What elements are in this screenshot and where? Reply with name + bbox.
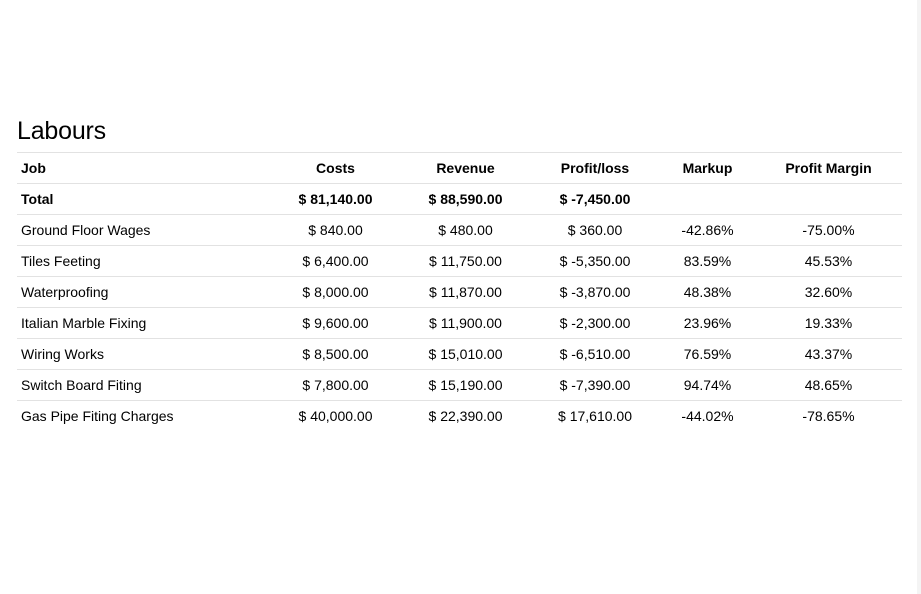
column-header-profit-margin: Profit Margin (755, 152, 902, 184)
table-row: Switch Board Fiting $ 7,800.00 $ 15,190.… (17, 369, 902, 401)
markup-cell: -44.02% (660, 400, 755, 431)
profit-margin-cell: 32.60% (755, 276, 902, 308)
costs-cell: $ 7,800.00 (270, 369, 401, 401)
column-header-job: Job (17, 152, 270, 184)
markup-cell: -42.86% (660, 214, 755, 246)
job-cell: Ground Floor Wages (17, 214, 270, 246)
profit-loss-cell: $ -3,870.00 (530, 276, 660, 308)
revenue-cell: $ 11,870.00 (401, 276, 530, 308)
job-cell: Waterproofing (17, 276, 270, 308)
column-header-revenue: Revenue (401, 152, 530, 184)
profit-loss-cell: $ -5,350.00 (530, 245, 660, 277)
profit-margin-cell: 19.33% (755, 307, 902, 339)
profit-margin-cell: -75.00% (755, 214, 902, 246)
markup-cell: 83.59% (660, 245, 755, 277)
page-edge (917, 0, 921, 594)
column-header-profit-loss: Profit/loss (530, 152, 660, 184)
column-header-costs: Costs (270, 152, 401, 184)
profit-loss-cell: $ -6,510.00 (530, 338, 660, 370)
profit-loss-cell: $ -7,390.00 (530, 369, 660, 401)
table-row: Wiring Works $ 8,500.00 $ 15,010.00 $ -6… (17, 338, 902, 370)
markup-cell: 48.38% (660, 276, 755, 308)
job-cell: Italian Marble Fixing (17, 307, 270, 339)
costs-cell: $ 40,000.00 (270, 400, 401, 431)
total-label: Total (17, 183, 270, 215)
job-cell: Switch Board Fiting (17, 369, 270, 401)
profit-margin-cell: 45.53% (755, 245, 902, 277)
report-title: Labours (17, 117, 106, 145)
costs-cell: $ 8,000.00 (270, 276, 401, 308)
total-profit-loss: $ -7,450.00 (530, 183, 660, 215)
revenue-cell: $ 15,190.00 (401, 369, 530, 401)
markup-cell: 94.74% (660, 369, 755, 401)
markup-cell: 76.59% (660, 338, 755, 370)
revenue-cell: $ 22,390.00 (401, 400, 530, 431)
total-costs: $ 81,140.00 (270, 183, 401, 215)
revenue-cell: $ 11,900.00 (401, 307, 530, 339)
profit-loss-cell: $ -2,300.00 (530, 307, 660, 339)
total-row: Total $ 81,140.00 $ 88,590.00 $ -7,450.0… (17, 183, 902, 215)
labour-table: Job Costs Revenue Profit/loss Markup Pro… (17, 152, 902, 431)
total-markup (660, 183, 755, 215)
profit-loss-cell: $ 360.00 (530, 214, 660, 246)
markup-cell: 23.96% (660, 307, 755, 339)
labour-report: Labours Job Costs Revenue Profit/loss Ma… (17, 116, 902, 431)
costs-cell: $ 8,500.00 (270, 338, 401, 370)
table-row: Gas Pipe Fiting Charges $ 40,000.00 $ 22… (17, 400, 902, 431)
job-cell: Wiring Works (17, 338, 270, 370)
costs-cell: $ 9,600.00 (270, 307, 401, 339)
profit-margin-cell: 48.65% (755, 369, 902, 401)
profit-loss-cell: $ 17,610.00 (530, 400, 660, 431)
table-row: Tiles Feeting $ 6,400.00 $ 11,750.00 $ -… (17, 245, 902, 277)
costs-cell: $ 840.00 (270, 214, 401, 246)
table-row: Waterproofing $ 8,000.00 $ 11,870.00 $ -… (17, 276, 902, 308)
revenue-cell: $ 11,750.00 (401, 245, 530, 277)
job-cell: Tiles Feeting (17, 245, 270, 277)
table-row: Italian Marble Fixing $ 9,600.00 $ 11,90… (17, 307, 902, 339)
table-row: Ground Floor Wages $ 840.00 $ 480.00 $ 3… (17, 214, 902, 246)
job-cell: Gas Pipe Fiting Charges (17, 400, 270, 431)
costs-cell: $ 6,400.00 (270, 245, 401, 277)
revenue-cell: $ 15,010.00 (401, 338, 530, 370)
table-header-row: Job Costs Revenue Profit/loss Markup Pro… (17, 152, 902, 184)
total-revenue: $ 88,590.00 (401, 183, 530, 215)
total-profit-margin (755, 183, 902, 215)
revenue-cell: $ 480.00 (401, 214, 530, 246)
profit-margin-cell: 43.37% (755, 338, 902, 370)
column-header-markup: Markup (660, 152, 755, 184)
profit-margin-cell: -78.65% (755, 400, 902, 431)
